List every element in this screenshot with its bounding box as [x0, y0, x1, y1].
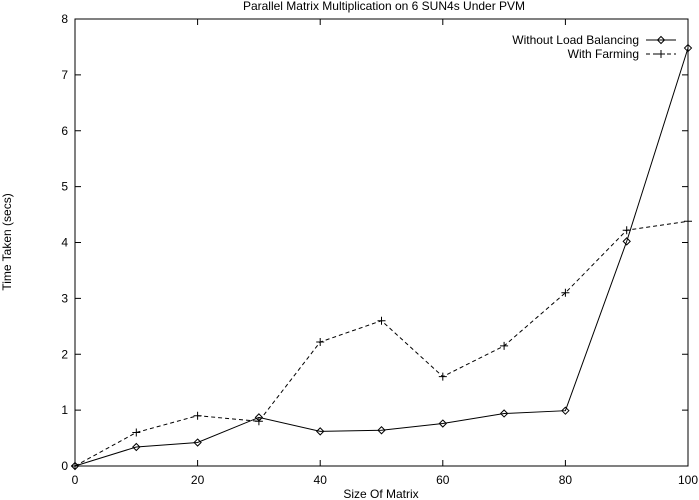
data-point-plus — [71, 462, 79, 470]
y-axis-label: Time Taken (secs) — [0, 193, 14, 290]
data-point-plus — [316, 337, 325, 346]
x-tick-label: 40 — [314, 473, 328, 487]
y-tick-label: 2 — [61, 347, 68, 361]
x-tick-label: 0 — [72, 473, 79, 487]
data-point-plus — [438, 372, 447, 381]
legend-label: Without Load Balancing — [512, 33, 639, 47]
series-without-load-balancing — [70, 43, 693, 471]
y-tick-label: 7 — [61, 68, 68, 82]
data-point-diamond — [656, 35, 666, 45]
plot-frame — [74, 18, 689, 467]
y-tick-label: 8 — [61, 12, 68, 26]
x-axis-ticks: 0 20 40 60 80 100 — [72, 19, 698, 487]
data-point-diamond — [315, 427, 325, 436]
y-axis-ticks: 0 1 2 3 4 5 6 7 8 — [61, 12, 688, 473]
data-point-diamond — [193, 438, 202, 447]
data-point-plus — [254, 417, 263, 426]
data-point-plus — [193, 411, 202, 420]
y-tick-label: 0 — [61, 459, 68, 473]
data-point-plus — [657, 50, 665, 58]
y-tick-label: 5 — [61, 180, 68, 194]
x-tick-label: 60 — [436, 473, 450, 487]
y-tick-label: 4 — [61, 236, 68, 250]
data-point-plus — [684, 217, 692, 226]
data-point-diamond — [132, 442, 141, 452]
data-point-diamond — [561, 406, 570, 415]
x-tick-label: 20 — [191, 473, 205, 487]
y-tick-label: 3 — [61, 291, 68, 305]
data-point-diamond — [683, 43, 693, 53]
series-line — [74, 220, 689, 467]
data-point-diamond — [377, 426, 386, 435]
data-point-plus — [622, 226, 631, 235]
data-point-diamond — [622, 237, 631, 246]
chart-title: Parallel Matrix Multiplication on 6 SUN4… — [243, 0, 525, 13]
data-point-plus — [500, 341, 509, 350]
y-tick-label: 1 — [61, 403, 68, 417]
data-point-plus — [132, 428, 141, 437]
x-tick-label: 80 — [559, 473, 573, 487]
legend-label: With Farming — [568, 47, 639, 61]
x-tick-label: 100 — [678, 473, 698, 487]
data-point-plus — [377, 316, 386, 325]
data-point-plus — [561, 288, 570, 297]
x-axis-label: Size Of Matrix — [343, 487, 418, 500]
series-line — [74, 47, 689, 467]
y-tick-label: 6 — [61, 124, 68, 138]
data-point-diamond — [438, 419, 448, 428]
series-with-farming — [71, 217, 692, 470]
series-layer — [70, 43, 693, 471]
data-point-diamond — [499, 409, 509, 418]
